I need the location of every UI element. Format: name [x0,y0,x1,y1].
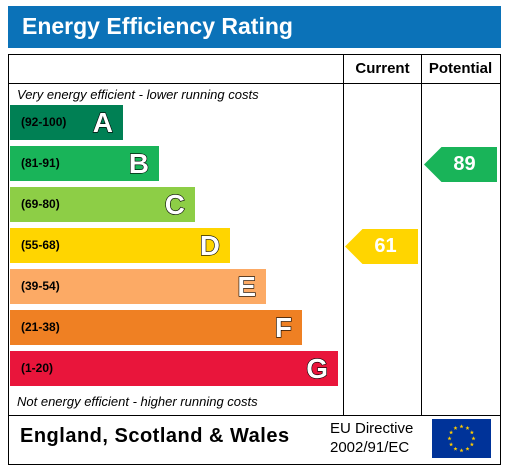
eu-star-icon [465,446,470,451]
footer-region: England, Scotland & Wales [20,425,290,447]
band-range: (55-68) [21,238,60,252]
band-range: (81-91) [21,156,60,170]
footer-divider [9,415,500,416]
current-column-divider [343,54,344,416]
band-letter: C [164,188,185,220]
eu-star-icon [447,436,452,441]
title-bar: Energy Efficiency Rating [8,6,501,48]
band-range: (39-54) [21,279,60,293]
current-column-header: Current [355,60,410,77]
band-d: (55-68) D [10,228,230,263]
bottom-note: Not energy efficient - higher running co… [17,394,258,409]
eu-star-icon [449,430,454,435]
band-letter: B [128,147,149,179]
eu-star-icon [459,424,464,429]
potential-column-header: Potential [428,60,493,77]
current-rating-value: 61 [374,235,397,257]
directive-line-1: EU Directive [330,420,414,437]
eu-star-icon [453,446,458,451]
top-note: Very energy efficient - lower running co… [17,87,259,102]
band-range: (69-80) [21,197,60,211]
band-range: (1-20) [21,361,54,375]
eu-star-icon [459,448,464,453]
band-range: (21-38) [21,320,60,334]
eu-star-icon [469,430,474,435]
eu-flag-icon [432,419,491,458]
band-letter: D [199,229,220,261]
band-a: (92-100) A [10,105,123,140]
band-letter: F [274,311,292,343]
potential-column-divider [421,54,422,416]
potential-rating-value: 89 [453,153,476,175]
eu-star-icon [465,425,470,430]
footer-directive: EU Directive 2002/91/EC [330,419,413,457]
current-arrow-shape [345,229,418,264]
eu-star-icon [453,425,458,430]
band-e: (39-54) E [10,269,266,304]
current-rating-arrow: 61 [345,229,418,264]
eu-star-icon [449,442,454,447]
band-c: (69-80) C [10,187,195,222]
band-letter: A [92,106,113,138]
band-letter: E [237,270,257,302]
header-divider [9,83,500,84]
potential-arrow-shape [424,147,497,182]
directive-line-2: 2002/91/EC [330,439,410,456]
band-range: (92-100) [21,115,67,129]
band-letter: G [306,352,329,384]
eu-star-icon [471,436,476,441]
eu-star-icon [469,442,474,447]
rating-table [8,54,501,465]
band-f: (21-38) F [10,310,302,345]
chart-title: Energy Efficiency Rating [22,13,293,39]
band-g: (1-20) G [10,351,338,386]
potential-rating-arrow: 89 [424,147,497,182]
band-b: (81-91) B [10,146,159,181]
